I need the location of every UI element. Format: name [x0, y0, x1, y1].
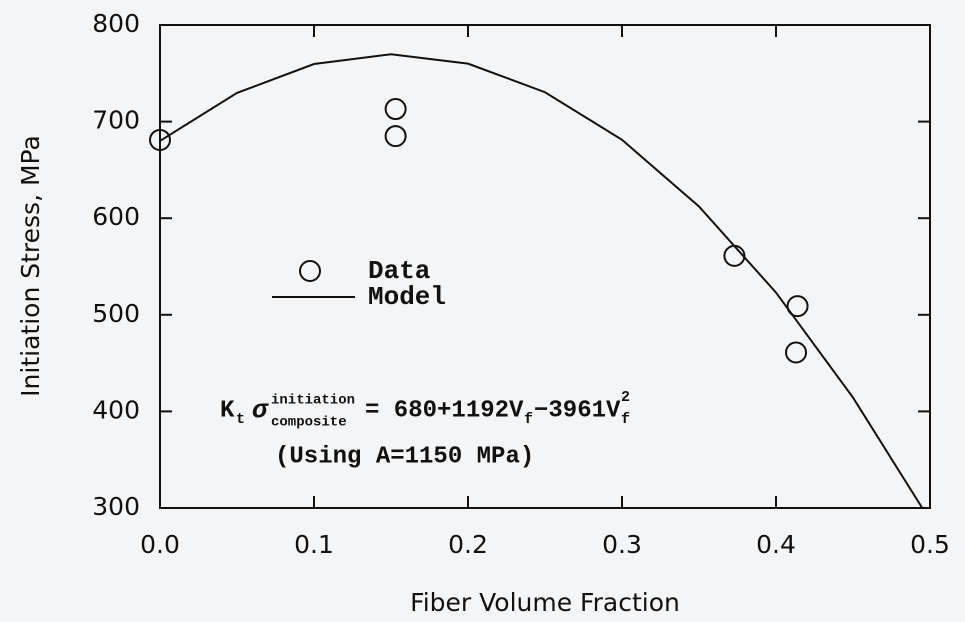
data-point: [785, 341, 808, 364]
legend-label: Data: [368, 256, 430, 286]
annotation-text: f: [621, 411, 630, 428]
legend: Data Model: [272, 256, 446, 312]
data-point: [786, 295, 809, 318]
y-tick-label: 300: [92, 492, 140, 521]
y-tick-label: 700: [92, 106, 140, 135]
y-tick-label: 500: [92, 299, 140, 328]
data-point: [149, 128, 171, 151]
x-tick-label: 0.1: [294, 530, 334, 559]
annotation-text: −3961V: [534, 397, 621, 424]
y-axis-label: Initiation Stress, MPa: [16, 135, 45, 397]
plot-frame: [159, 24, 931, 509]
x-tick-label: 0.4: [756, 530, 796, 559]
data-point: [723, 244, 746, 267]
annotation: K t σ initiation composite = 680+1192V f…: [220, 389, 630, 470]
annotation-text: σ: [252, 395, 269, 425]
data-point: [384, 125, 407, 148]
annotation-text: initiation: [271, 393, 355, 409]
annotation-text: f: [524, 411, 533, 428]
y-tick-label: 600: [92, 202, 140, 231]
x-tick-label: 0.5: [910, 530, 950, 559]
data-point: [384, 98, 407, 121]
annotation-text: 2: [621, 389, 630, 406]
model-line: [159, 53, 924, 509]
annotation-text: K: [220, 397, 235, 424]
annotation-text: composite: [271, 415, 347, 431]
x-axis-label: Fiber Volume Fraction: [410, 588, 680, 617]
y-tick-label: 800: [92, 9, 140, 38]
x-tick-label: 0.0: [140, 530, 180, 559]
y-tick-label: 400: [92, 395, 140, 424]
x-tick-label: 0.2: [448, 530, 488, 559]
x-tick-label: 0.3: [602, 530, 642, 559]
legend-marker: [299, 260, 321, 282]
annotation-text: (Using A=1150 MPa): [275, 443, 534, 470]
annotation-text: = 680+1192V: [365, 397, 524, 424]
annotation-text: t: [236, 411, 245, 428]
legend-label: Model: [368, 282, 446, 312]
